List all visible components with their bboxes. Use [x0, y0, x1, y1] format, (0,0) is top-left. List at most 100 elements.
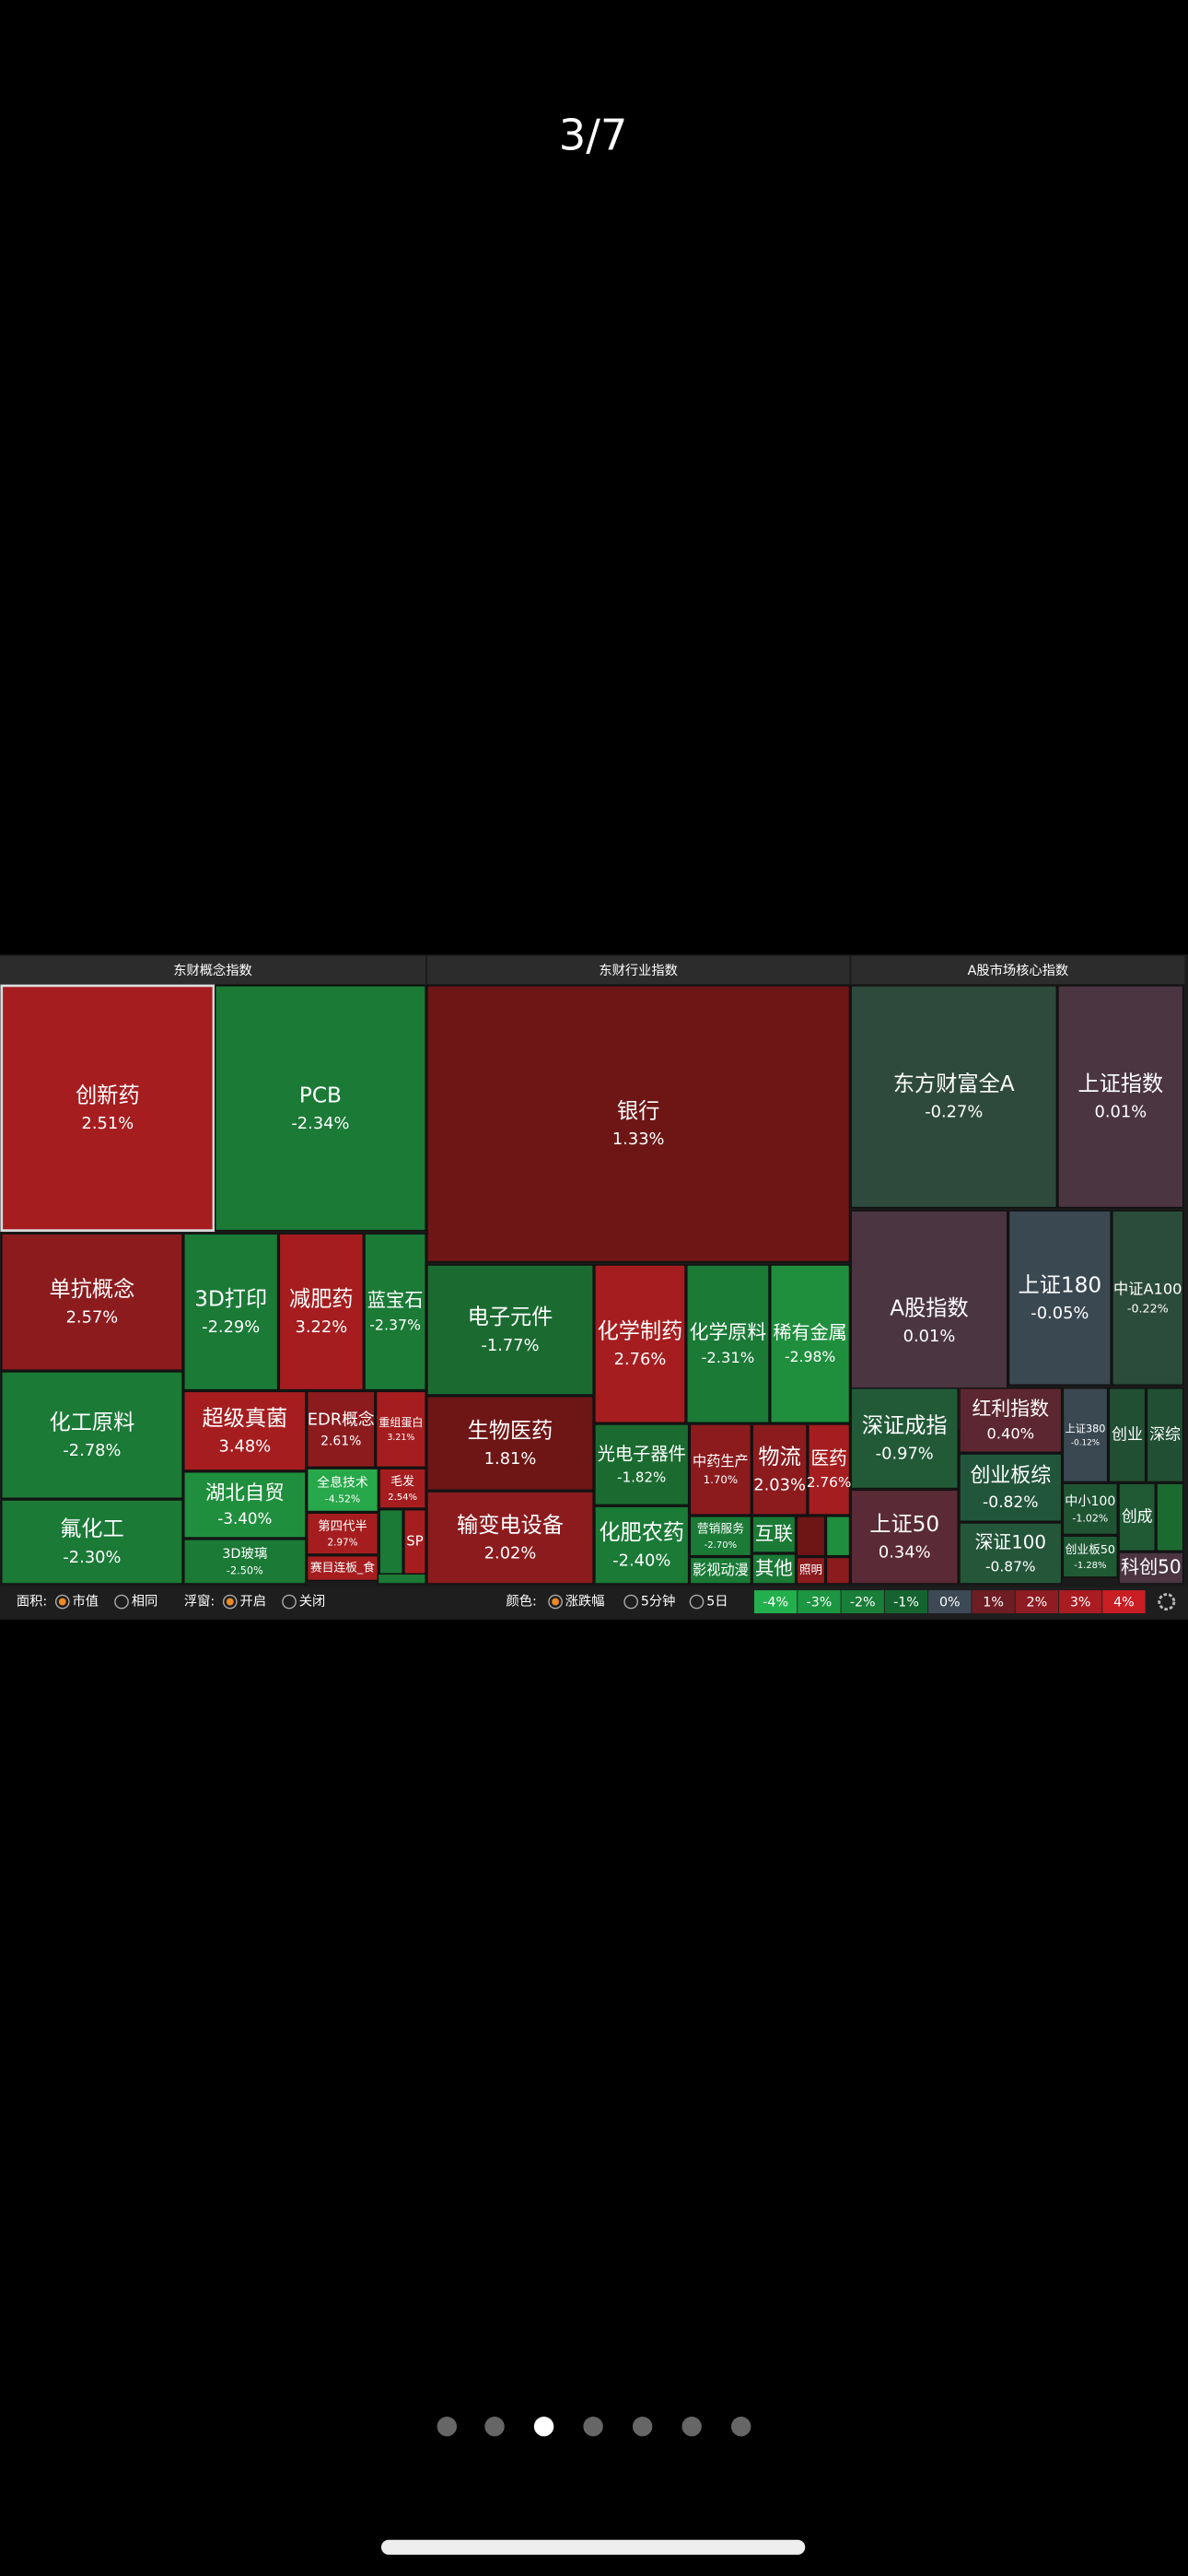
- toolbar-option[interactable]: 5日: [706, 1595, 728, 1610]
- tile[interactable]: [1062, 1482, 1118, 1536]
- tile[interactable]: [594, 1505, 690, 1585]
- tile[interactable]: [594, 1264, 686, 1423]
- tile[interactable]: [183, 1471, 307, 1539]
- tile[interactable]: [1118, 1551, 1184, 1585]
- tile[interactable]: [1146, 1388, 1184, 1483]
- dot[interactable]: [681, 2417, 702, 2437]
- toolbar-option[interactable]: 5分钟: [641, 1594, 676, 1610]
- radio[interactable]: [222, 1594, 238, 1610]
- tile[interactable]: [686, 1264, 770, 1423]
- tile[interactable]: [1108, 1388, 1147, 1483]
- tile[interactable]: [770, 1264, 851, 1423]
- tile[interactable]: [751, 1423, 808, 1516]
- tile-name: 电子元件: [468, 1305, 553, 1329]
- toolbar-option[interactable]: 市值: [73, 1594, 99, 1610]
- tile[interactable]: [850, 985, 1057, 1209]
- tile[interactable]: [959, 1522, 1063, 1585]
- tile[interactable]: [1, 1233, 183, 1371]
- tile[interactable]: [426, 1491, 594, 1585]
- tile-name: 深综: [1149, 1425, 1181, 1444]
- tile-change: -3.40%: [217, 1510, 272, 1528]
- tile-name: 3D打印: [194, 1287, 267, 1312]
- tile[interactable]: [375, 1390, 426, 1469]
- tile[interactable]: [689, 1423, 752, 1516]
- radio[interactable]: [54, 1594, 70, 1610]
- toolbar-option[interactable]: 涨跌幅: [565, 1594, 605, 1610]
- tile[interactable]: [850, 1388, 959, 1490]
- tile[interactable]: [1007, 1210, 1112, 1386]
- tile[interactable]: [364, 1233, 426, 1391]
- tile[interactable]: [1062, 1388, 1109, 1483]
- tile-blank: [825, 1516, 851, 1557]
- tile[interactable]: [306, 1390, 376, 1469]
- radio[interactable]: [548, 1594, 563, 1610]
- toolbar-option[interactable]: 开启: [239, 1594, 266, 1610]
- tile[interactable]: [959, 1453, 1063, 1522]
- tile-name: 上证180: [1019, 1272, 1102, 1297]
- tile-name: 创新药: [76, 1083, 140, 1107]
- tile[interactable]: [379, 1468, 426, 1509]
- radio[interactable]: [623, 1594, 638, 1610]
- tile[interactable]: [959, 1388, 1063, 1454]
- tile[interactable]: [426, 1264, 594, 1396]
- tile-change: -0.97%: [876, 1445, 934, 1464]
- tile[interactable]: [215, 985, 426, 1232]
- tile-name: 深证成指: [862, 1413, 948, 1438]
- tile-name: 创成: [1122, 1507, 1153, 1526]
- tile[interactable]: [306, 1468, 379, 1513]
- dot[interactable]: [484, 2417, 505, 2437]
- tile-change: 2.02%: [484, 1543, 537, 1563]
- tile[interactable]: [689, 1556, 752, 1585]
- dot[interactable]: [437, 2417, 458, 2437]
- tile-name: 银行: [617, 1098, 659, 1123]
- tile[interactable]: [306, 1554, 379, 1582]
- tile-change: 1.70%: [704, 1473, 739, 1486]
- toolbar-option[interactable]: 关闭: [299, 1594, 326, 1610]
- tile[interactable]: [751, 1553, 797, 1585]
- tile-change: 3.22%: [295, 1317, 347, 1337]
- tile-name: 创业板50: [1066, 1543, 1115, 1557]
- tile[interactable]: [183, 1233, 279, 1391]
- tile[interactable]: [306, 1512, 379, 1555]
- tile-change: -2.40%: [612, 1551, 670, 1570]
- tile[interactable]: [1, 1499, 183, 1585]
- dot[interactable]: [730, 2417, 751, 2437]
- tile[interactable]: [426, 985, 851, 1263]
- radio[interactable]: [689, 1594, 705, 1610]
- legend-swatch: [841, 1590, 884, 1614]
- dot[interactable]: [632, 2417, 653, 2437]
- toolbar-option[interactable]: 相同: [132, 1594, 158, 1610]
- tile[interactable]: [1112, 1210, 1184, 1386]
- tile[interactable]: [808, 1423, 851, 1516]
- tile-change: -2.50%: [227, 1565, 263, 1577]
- tile-change: 2.57%: [66, 1308, 119, 1328]
- tile[interactable]: [850, 1489, 959, 1585]
- settings-gear[interactable]: [1158, 1593, 1176, 1611]
- tile[interactable]: [594, 1423, 690, 1506]
- tile[interactable]: [1, 1371, 183, 1499]
- tile[interactable]: [0, 984, 215, 1232]
- tile-change: -1.28%: [1074, 1561, 1106, 1571]
- tile[interactable]: [403, 1509, 426, 1575]
- tile[interactable]: [796, 1556, 826, 1585]
- tile-change: 3.48%: [219, 1437, 272, 1457]
- tile[interactable]: [1118, 1482, 1157, 1552]
- tile-name: 蓝宝石: [367, 1289, 424, 1311]
- dot[interactable]: [583, 2417, 603, 2437]
- tile-name: 减肥药: [289, 1287, 354, 1312]
- tile[interactable]: [1062, 1535, 1118, 1578]
- tile[interactable]: [426, 1395, 594, 1492]
- tile[interactable]: [1057, 985, 1184, 1209]
- legend-swatch: [928, 1590, 972, 1614]
- legend-swatch: [1102, 1590, 1146, 1614]
- dot-active[interactable]: [533, 2417, 554, 2437]
- tile[interactable]: [689, 1516, 752, 1557]
- tile[interactable]: [751, 1516, 797, 1553]
- tile[interactable]: [183, 1390, 307, 1471]
- tile[interactable]: [183, 1539, 307, 1585]
- radio[interactable]: [282, 1594, 297, 1610]
- tile-change: 2.76%: [614, 1350, 667, 1369]
- tile[interactable]: [278, 1233, 365, 1391]
- radio[interactable]: [114, 1594, 129, 1610]
